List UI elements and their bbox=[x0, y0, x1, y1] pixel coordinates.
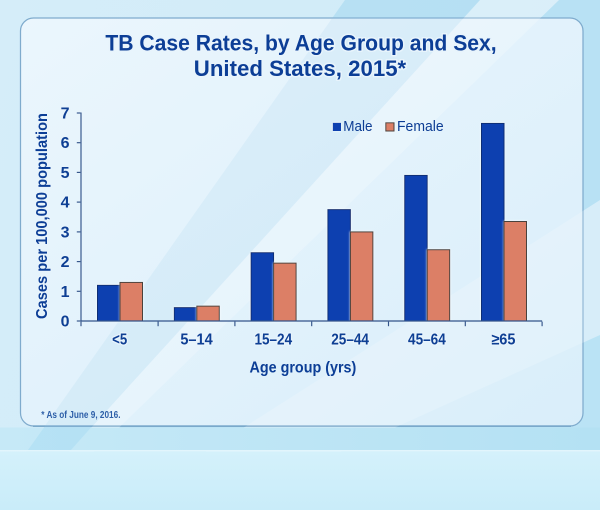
svg-text:7: 7 bbox=[61, 106, 70, 123]
svg-text:* As of June 9, 2016.: * As of June 9, 2016. bbox=[41, 410, 120, 421]
svg-text:2: 2 bbox=[61, 254, 70, 271]
svg-text:≥65: ≥65 bbox=[491, 332, 515, 349]
svg-text:Female: Female bbox=[397, 118, 444, 135]
svg-text:<5: <5 bbox=[112, 332, 127, 349]
svg-text:45–64: 45–64 bbox=[408, 332, 446, 349]
svg-text:Age group (yrs): Age group (yrs) bbox=[250, 360, 357, 377]
svg-text:TB Case Rates, by Age Group an: TB Case Rates, by Age Group and Sex, bbox=[105, 31, 496, 56]
svg-text:3: 3 bbox=[61, 224, 70, 241]
svg-text:25–44: 25–44 bbox=[331, 332, 369, 349]
svg-text:4: 4 bbox=[61, 195, 70, 212]
svg-text:1: 1 bbox=[61, 284, 70, 301]
svg-text:United States, 2015*: United States, 2015* bbox=[194, 56, 407, 81]
svg-text:5: 5 bbox=[61, 165, 70, 182]
svg-text:6: 6 bbox=[61, 135, 70, 152]
svg-text:15–24: 15–24 bbox=[254, 332, 292, 349]
svg-text:0: 0 bbox=[61, 314, 70, 331]
svg-text:Cases per 100,000 population: Cases per 100,000 population bbox=[34, 113, 51, 319]
svg-text:5–14: 5–14 bbox=[180, 332, 213, 349]
svg-text:Male: Male bbox=[343, 118, 372, 135]
